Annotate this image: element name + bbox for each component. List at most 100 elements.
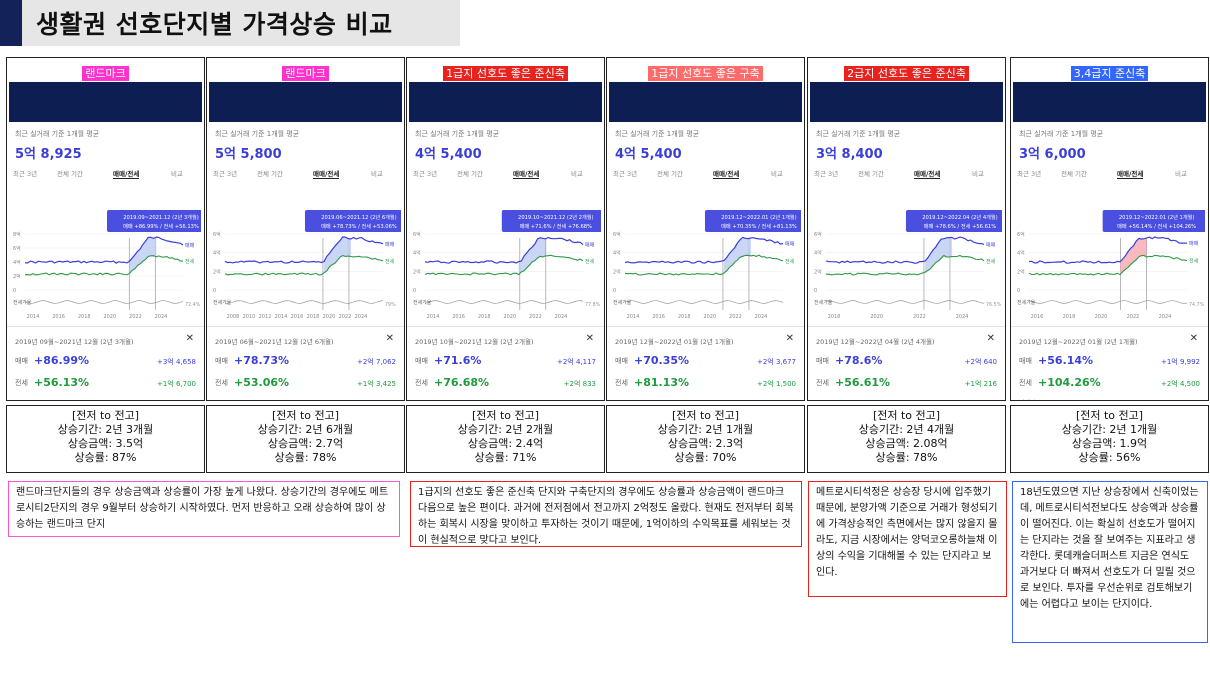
summary-amount: 상승금액: 2.4억 <box>467 437 544 450</box>
x-tick-label: 2024 <box>1159 314 1172 320</box>
tab-1[interactable]: 전체 기간 <box>457 170 483 178</box>
tier-tag: 랜드마크 <box>207 62 404 81</box>
close-icon[interactable]: ✕ <box>785 333 794 344</box>
trade-change-row: 매매 +78.73% +2억 7,062 <box>215 354 396 368</box>
tab-3[interactable]: 비교 <box>1175 170 1187 178</box>
trade-series-line <box>825 236 985 264</box>
tab-1[interactable]: 전체 기간 <box>257 170 283 178</box>
tab-trade-jeonse[interactable]: 매매/전세 <box>313 170 340 179</box>
redacted-header <box>1013 82 1206 122</box>
redacted-header <box>409 82 602 122</box>
tab-trade-jeonse[interactable]: 매매/전세 <box>113 170 140 179</box>
tab-1[interactable]: 전체 기간 <box>858 170 884 178</box>
close-icon[interactable]: ✕ <box>185 333 194 344</box>
rise-area <box>324 236 351 273</box>
tab-0[interactable]: 최근 3년 <box>814 170 839 178</box>
x-tick-label: 2016 <box>652 314 665 320</box>
tab-0[interactable]: 최근 3년 <box>613 170 638 178</box>
period-tabs: 최근 3년 전체 기간 매매/전세 비교 <box>413 166 598 180</box>
close-icon[interactable]: ✕ <box>385 333 394 344</box>
note-metrocity: 메트로시티석정은 상승장 당시에 입주했기 때문에, 분양가액 기준으로 거래가… <box>808 481 1007 597</box>
y-tick-label: 2억 <box>13 273 21 280</box>
tooltip-range: 2019.12~2022.01 (2년 1개월) <box>1119 213 1195 221</box>
period-tooltip <box>304 210 401 232</box>
tab-3[interactable]: 비교 <box>171 170 183 178</box>
tier-label: 랜드마크 <box>282 66 329 81</box>
x-tick-label: 2022 <box>1127 314 1140 320</box>
tab-1[interactable]: 전체 기간 <box>1061 170 1087 178</box>
jeonse-change-amount: +1억 3,425 <box>356 380 396 388</box>
summary-period: 상승기간: 2년 2개월 <box>457 423 554 436</box>
y-tick-label: 0 <box>1017 288 1020 294</box>
summary-rate: 상승률: 87% <box>74 451 137 464</box>
y-tick-label: 0 <box>213 288 216 294</box>
period-tooltip <box>107 210 201 232</box>
tab-1[interactable]: 전체 기간 <box>57 170 83 178</box>
x-tick-label: 2024 <box>355 314 368 320</box>
tab-0[interactable]: 최근 3년 <box>13 170 38 178</box>
legend-trade: 매매 <box>785 240 795 247</box>
period-tooltip <box>905 210 1002 232</box>
y-tick-label: 4억 <box>213 250 221 257</box>
tab-trade-jeonse[interactable]: 매매/전세 <box>713 170 740 179</box>
summary-amount: 상승금액: 2.08억 <box>865 437 948 450</box>
note-tier1: 1급지의 선호도 좋은 준신축 단지와 구축단지의 경우에도 상승률과 상승금액… <box>410 481 802 547</box>
x-tick-label: 2024 <box>555 314 568 320</box>
summary-box: [전저 to 전고] 상승기간: 2년 4개월 상승금액: 2.08억 상승률: 78… <box>807 405 1006 473</box>
jeonse-series-line <box>424 254 584 276</box>
tooltip-values: 매매 +78.6% / 전세 +56.61% <box>924 222 996 230</box>
legend-jeonse: 전세 <box>385 258 395 265</box>
price-card: 3,4급지 준신축 최근 실거래 기준 1개월 평균 3억 6,000 최근 3년 전체… <box>1010 57 1209 401</box>
tab-trade-jeonse[interactable]: 매매/전세 <box>914 170 941 179</box>
price-card: 랜드마크 최근 실거래 기준 1개월 평균 5억 5,800 최근 3년 전체 기간 매매… <box>206 57 405 401</box>
x-tick-label: 2024 <box>956 314 969 320</box>
close-icon[interactable]: ✕ <box>1189 333 1198 344</box>
jeonse-change-row: 전세 +56.13% +1억 6,700 <box>15 376 196 390</box>
tab-3[interactable]: 비교 <box>972 170 984 178</box>
trade-change-amount: +2억 3,677 <box>756 358 796 366</box>
transaction-volume-label: 거래량 <box>1019 398 1036 400</box>
period-tabs: 최근 3년 전체 기간 매매/전세 비교 <box>1017 166 1202 180</box>
tab-trade-jeonse[interactable]: 매매/전세 <box>513 170 540 179</box>
x-tick-label: 2016 <box>1031 314 1044 320</box>
jeonse-change-row: 전세 +56.61% +1억 216 <box>816 376 997 390</box>
tier-label: 3,4급지 준신축 <box>1070 66 1149 81</box>
trade-change-row: 매매 +70.35% +2억 3,677 <box>615 354 796 368</box>
period-tabs: 최근 3년 전체 기간 매매/전세 비교 <box>13 166 198 180</box>
period-tabs: 최근 3년 전체 기간 매매/전세 비교 <box>613 166 798 180</box>
x-tick-label: 2016 <box>291 314 304 320</box>
x-tick-label: 2022 <box>129 314 142 320</box>
summary-rate: 상승률: 56% <box>1078 451 1141 464</box>
ratio-line <box>224 300 384 304</box>
tooltip-range: 2019.10~2021.12 (2년 2개월) <box>518 213 594 221</box>
x-tick-label: 2014 <box>27 314 40 320</box>
x-tick-label: 2018 <box>1063 314 1076 320</box>
summary-period: 상승기간: 2년 1개월 <box>657 423 754 436</box>
tab-3[interactable]: 비교 <box>571 170 583 178</box>
y-tick-label: 6억 <box>213 231 221 238</box>
close-icon[interactable]: ✕ <box>986 333 995 344</box>
x-tick-label: 2020 <box>703 314 716 320</box>
axis-ratio-label: 전세가율 <box>814 299 833 306</box>
trade-series-line <box>224 236 384 264</box>
tab-1[interactable]: 전체 기간 <box>657 170 683 178</box>
jeonse-series-line <box>1028 254 1188 276</box>
jeonse-change-percent: +56.13% <box>34 376 90 389</box>
x-tick-label: 2018 <box>678 314 691 320</box>
trade-label: 매매 <box>615 357 628 365</box>
x-tick-label: 2020 <box>103 314 116 320</box>
close-icon[interactable]: ✕ <box>585 333 594 344</box>
ratio-value: 74.7% <box>1189 302 1205 308</box>
tab-3[interactable]: 비교 <box>771 170 783 178</box>
tab-0[interactable]: 최근 3년 <box>1017 170 1042 178</box>
tab-0[interactable]: 최근 3년 <box>413 170 438 178</box>
x-tick-label: 2014 <box>275 314 288 320</box>
tab-trade-jeonse[interactable]: 매매/전세 <box>1117 170 1144 179</box>
tier-tag: 랜드마크 <box>7 62 204 81</box>
tab-3[interactable]: 비교 <box>371 170 383 178</box>
tab-0[interactable]: 최근 3년 <box>213 170 238 178</box>
x-tick-label: 2016 <box>52 314 65 320</box>
y-tick-label: 2억 <box>613 268 621 275</box>
